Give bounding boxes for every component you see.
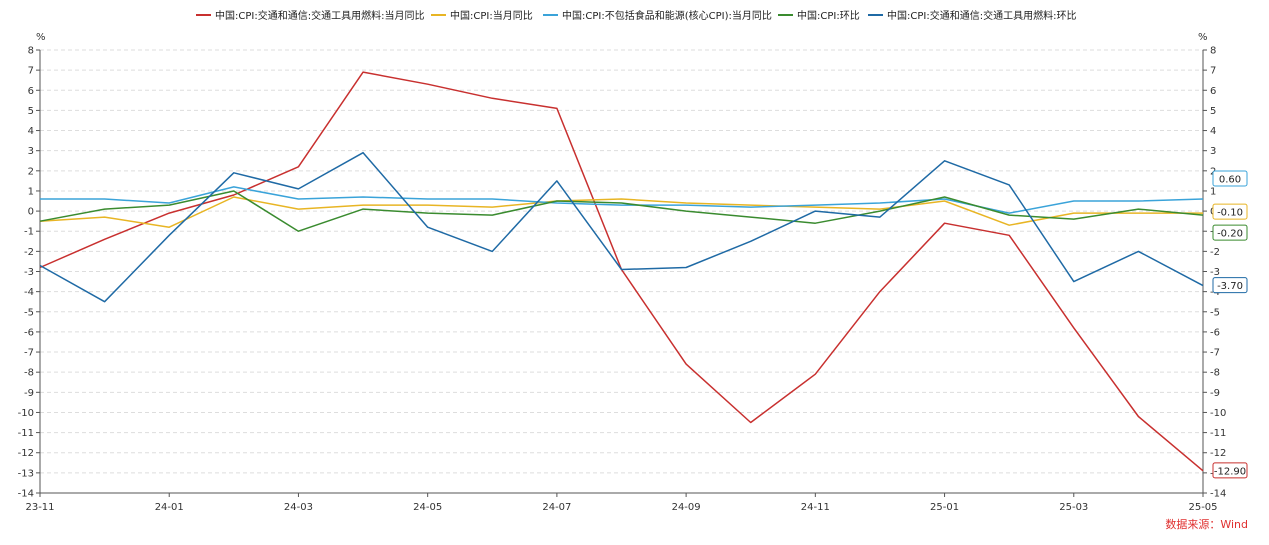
y-tick-label-left: -12 [18,448,34,459]
end-label-text: 0.60 [1219,175,1241,186]
y-tick-label-left: -2 [24,247,34,258]
x-tick-label: 24-03 [284,502,313,513]
end-label-text: -0.10 [1217,208,1243,219]
x-tick-label: 23-11 [25,502,54,513]
y-tick-label-left: 0 [28,207,34,218]
x-tick-label: 25-05 [1188,502,1217,513]
y-ticks-right: 876543210-1-2-3-4-5-6-7-8-9-10-11-12-13-… [1203,46,1226,500]
x-tick-label: 25-01 [930,502,959,513]
end-label-text: -3.70 [1217,281,1243,292]
y-tick-label-left: 4 [28,126,34,137]
end-label-box [1212,462,1248,479]
legend: 中国:CPI:交通和通信:交通工具用燃料:当月同比 中国:CPI:当月同比 中国:C… [196,9,1076,22]
y-tick-label-left: -6 [24,327,34,338]
axes: % % [36,32,1208,494]
y-tick-label-left: -11 [18,428,34,439]
y-tick-label-left: 6 [28,86,34,97]
end-label-5: -3.70 [1212,277,1248,294]
x-ticks: 23-11 24-01 24-03 24-05 24-07 24-09 24-11 25-01… [25,493,1218,513]
y-tick-label-left: 2 [28,166,34,177]
legend-label: 中国:CPI:交通和通信:交通工具用燃料:环比 [887,9,1076,22]
end-label-box [1212,224,1248,241]
y-tick-label-right: -5 [1210,307,1220,318]
series-line-4 [39,190,1204,232]
x-tick-label: 24-07 [542,502,571,513]
y-tick-label-right: 1 [1210,186,1216,197]
y-ticks-left: 8 7 6 5 4 3 2 1 0 -1 -2 -3 -4 -5 -6 -7 -8 -9 -10 -11 -12 -13 -… [18,46,40,500]
legend-item-1: 中国:CPI:交通和通信:交通工具用燃料:当月同比 [196,9,424,22]
y-tick-label-right: -8 [1210,368,1220,379]
y-tick-label-right: 5 [1210,106,1216,117]
y-tick-label-right: -11 [1210,428,1226,439]
legend-label: 中国:CPI:当月同比 [450,9,533,22]
y-tick-label-left: -4 [24,287,34,298]
x-tick-label: 24-11 [801,502,830,513]
legend-item-4: 中国:CPI:环比 [778,9,860,22]
legend-item-5: 中国:CPI:交通和通信:交通工具用燃料:环比 [868,9,1076,22]
end-label-3: 0.60 [1212,170,1248,187]
legend-label: 中国:CPI:不包括食品和能源(核心CPI):当月同比 [562,9,772,22]
end-label-box [1212,203,1248,220]
y-tick-label-left: -3 [24,267,34,278]
end-label-box [1212,277,1248,294]
y-tick-label-right: -9 [1210,388,1220,399]
y-tick-label-right: -14 [1210,489,1226,500]
x-tick-label: 24-05 [413,502,442,513]
end-label-box [1212,170,1248,187]
y-tick-label-right: -12 [1210,448,1226,459]
end-label-1: -12.90 [1212,462,1248,479]
y-tick-label-left: -13 [18,468,34,479]
y-tick-label-right: 4 [1210,126,1216,137]
end-label-4: -0.20 [1212,224,1248,241]
x-tick-label: 24-09 [672,502,701,513]
y-tick-label-right: 3 [1210,146,1216,157]
y-tick-label-left: -7 [24,348,34,359]
y-tick-label-left: -1 [24,227,34,238]
y-tick-label-left: 5 [28,106,34,117]
y-tick-label-left: -9 [24,388,34,399]
y-tick-label-right: 8 [1210,46,1216,57]
series-line-5 [39,151,1204,303]
y-tick-label-left: 1 [28,186,34,197]
source-note: 数据来源：Wind [1165,517,1248,531]
y-unit-left: % [36,32,46,43]
legend-item-2: 中国:CPI:当月同比 [431,9,533,22]
end-label-2: -0.10 [1212,203,1248,220]
grid-lines [40,49,1203,474]
y-tick-label-left: -5 [24,307,34,318]
y-tick-label-right: 6 [1210,86,1216,97]
y-tick-label-left: -14 [18,489,34,500]
y-tick-label-right: -6 [1210,327,1220,338]
y-tick-label-right: -3 [1210,267,1220,278]
x-tick-label: 25-03 [1059,502,1088,513]
y-tick-label-left: -10 [18,408,34,419]
y-unit-right: % [1198,32,1208,43]
series-line-3 [40,186,1204,214]
y-tick-label-right: -10 [1210,408,1226,419]
y-tick-label-right: -7 [1210,348,1220,359]
y-tick-label-left: -8 [24,368,34,379]
x-tick-label: 24-01 [155,502,184,513]
y-tick-label-right: 7 [1210,66,1216,77]
end-label-text: -0.20 [1217,229,1243,240]
y-tick-label-left: 8 [28,46,34,57]
end-label-text: -12.90 [1214,466,1246,477]
y-tick-label-right: -2 [1210,247,1220,258]
series-line-2 [39,196,1203,228]
legend-label: 中国:CPI:交通和通信:交通工具用燃料:当月同比 [215,9,424,22]
end-labels: -12.90 -0.10 0.60 -0.20 -3.70 [1212,170,1248,479]
y-tick-label-left: 7 [28,66,34,77]
y-tick-label-left: 3 [28,146,34,157]
series-lines [39,71,1204,472]
legend-item-3: 中国:CPI:不包括食品和能源(核心CPI):当月同比 [543,9,772,22]
legend-label: 中国:CPI:环比 [797,9,860,22]
